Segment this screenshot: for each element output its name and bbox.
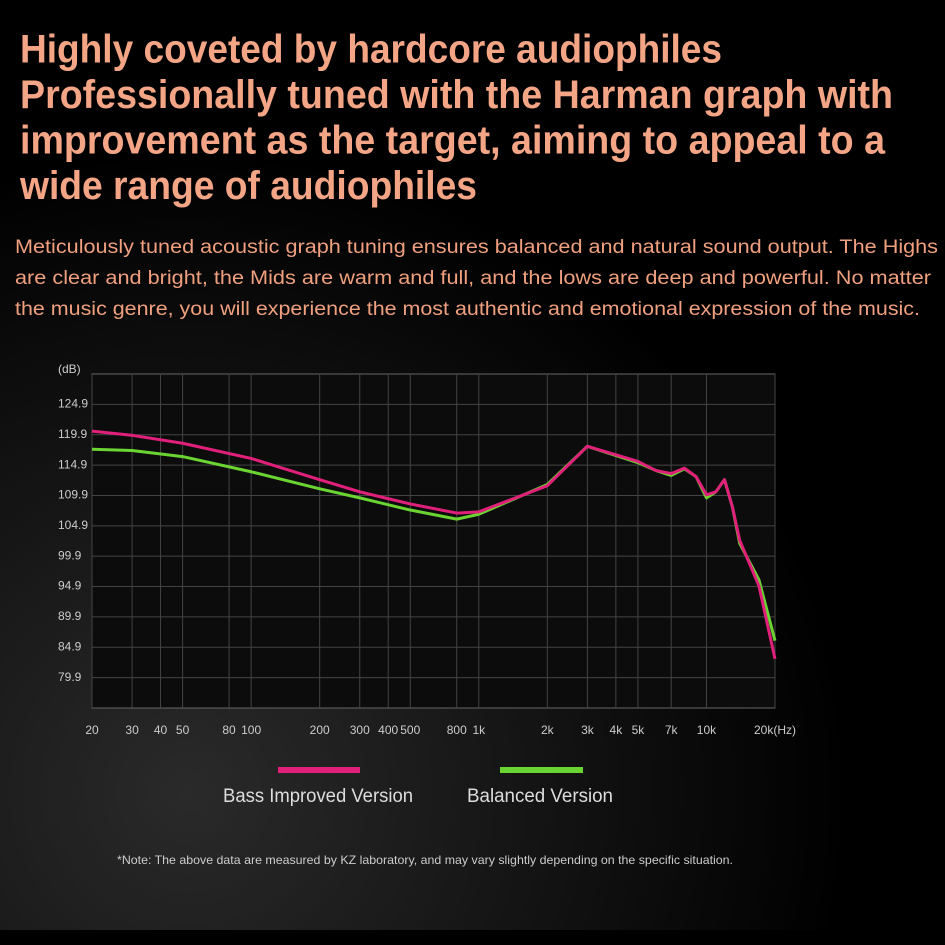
y-tick-label: 89.9 <box>58 609 82 623</box>
x-tick-label: 300 <box>350 723 370 737</box>
x-tick-label: 10k <box>697 723 717 737</box>
y-axis-label: (dB) <box>58 362 81 376</box>
body-text: the music genre, you will experience the… <box>15 299 920 320</box>
x-tick-label: 500 <box>400 723 420 737</box>
headline: Professionally tuned with the Harman gra… <box>20 73 893 117</box>
y-tick-label: 79.9 <box>58 670 82 684</box>
x-tick-label: 7k <box>665 723 679 737</box>
y-tick-label: 119.9 <box>58 427 87 441</box>
x-tick-label: 20k(Hz) <box>754 723 796 737</box>
y-tick-label: 84.9 <box>58 639 82 653</box>
y-tick-label: 109.9 <box>58 488 88 502</box>
x-tick-label: 2k <box>541 723 555 737</box>
y-tick-label: 104.9 <box>58 518 88 532</box>
headline: wide range of audiophiles <box>19 164 477 208</box>
x-tick-label: 100 <box>241 723 261 737</box>
x-tick-label: 3k <box>581 723 595 737</box>
x-tick-label: 5k <box>632 723 646 737</box>
x-tick-label: 200 <box>310 723 330 737</box>
x-tick-label: 40 <box>154 723 168 737</box>
legend-label: Bass Improved Version <box>223 786 413 807</box>
legend-label: Balanced Version <box>467 786 613 807</box>
plot-area <box>91 373 776 709</box>
headline: Highly coveted by hardcore audiophiles <box>20 28 722 72</box>
x-tick-label: 30 <box>125 723 139 737</box>
y-tick-label: 94.9 <box>58 579 82 593</box>
series-line <box>91 429 777 660</box>
x-tick-label: 400 <box>378 723 398 737</box>
body-text: are clear and bright, the Mids are warm … <box>15 268 932 289</box>
x-tick-label: 1k <box>472 723 486 737</box>
headline: improvement as the target, aiming to app… <box>20 119 886 163</box>
footnote: *Note: The above data are measured by KZ… <box>117 853 733 867</box>
y-tick-label: 114.9 <box>58 457 87 471</box>
x-tick-label: 80 <box>222 723 236 737</box>
x-tick-label: 4k <box>610 723 624 737</box>
x-tick-label: 800 <box>447 723 467 737</box>
x-tick-label: 20 <box>85 723 99 737</box>
x-tick-label: 50 <box>176 723 190 737</box>
y-tick-label: 124.9 <box>58 397 88 411</box>
body-text: Meticulously tuned acoustic graph tuning… <box>15 237 938 258</box>
y-tick-label: 99.9 <box>58 548 82 562</box>
